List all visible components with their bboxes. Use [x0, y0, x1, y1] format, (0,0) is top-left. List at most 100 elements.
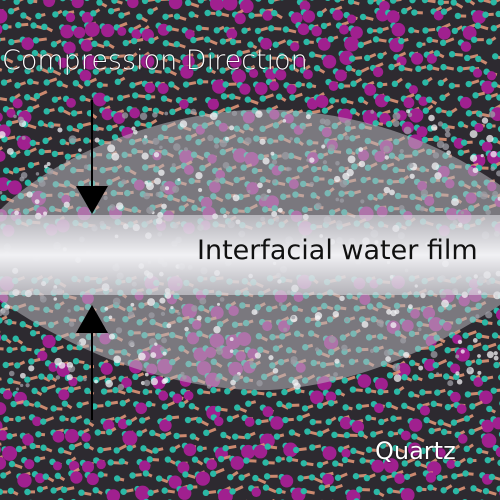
- water-molecule: [191, 305, 198, 312]
- water-molecule: [166, 323, 172, 329]
- oxygen-atom: [419, 447, 427, 455]
- oxygen-atom: [96, 0, 103, 6]
- oxygen-atom: [167, 54, 174, 62]
- oxygen-atom: [129, 82, 136, 89]
- oxygen-atom: [148, 37, 155, 44]
- water-molecule: [319, 118, 326, 125]
- water-molecule: [344, 135, 350, 141]
- water-molecule: [0, 190, 3, 195]
- water-molecule: [431, 162, 440, 170]
- oxygen-atom: [195, 24, 203, 32]
- oxygen-atom: [388, 63, 395, 71]
- oxygen-atom: [482, 344, 489, 351]
- water-molecule: [199, 297, 207, 305]
- oxygen-atom: [155, 475, 163, 482]
- oxygen-atom: [398, 37, 405, 45]
- oxygen-atom: [343, 431, 351, 439]
- silicon-atom: [297, 23, 310, 36]
- oxygen-atom: [15, 445, 23, 453]
- silicon-atom: [290, 42, 300, 52]
- oxygen-atom: [318, 484, 326, 491]
- oxygen-atom: [329, 97, 336, 104]
- oxygen-atom: [392, 444, 399, 452]
- water-molecule: [164, 111, 169, 116]
- oxygen-atom: [37, 120, 45, 127]
- bond: [0, 455, 4, 460]
- water-molecule: [161, 203, 167, 210]
- oxygen-atom: [38, 373, 45, 380]
- silicon-atom: [157, 82, 169, 95]
- oxygen-atom: [222, 81, 229, 88]
- silicon-atom: [159, 419, 172, 432]
- silicon-atom: [183, 443, 197, 457]
- water-molecule: [34, 199, 40, 205]
- water-molecule: [105, 379, 113, 388]
- silicon-atom: [450, 363, 461, 374]
- oxygen-atom: [448, 82, 456, 89]
- oxygen-atom: [191, 456, 199, 463]
- silicon-atom: [253, 444, 268, 459]
- silicon-atom: [177, 486, 192, 500]
- oxygen-atom: [97, 471, 105, 478]
- water-molecule: [314, 312, 323, 320]
- water-molecule: [309, 157, 315, 163]
- water-molecule: [146, 206, 154, 215]
- oxygen-atom: [72, 79, 80, 87]
- water-molecule: [309, 181, 315, 187]
- silicon-atom: [339, 416, 353, 430]
- silicon-atom: [21, 37, 35, 50]
- water-molecule: [383, 186, 391, 194]
- oxygen-atom: [35, 12, 42, 20]
- oxygen-atom: [147, 8, 154, 15]
- silicon-atom: [339, 50, 354, 66]
- oxygen-atom: [457, 149, 465, 156]
- oxygen-atom: [204, 9, 211, 17]
- oxygen-atom: [0, 37, 1, 42]
- water-molecule: [477, 370, 482, 375]
- oxygen-atom: [13, 0, 20, 5]
- oxygen-atom: [401, 460, 408, 467]
- oxygen-atom: [366, 27, 374, 34]
- silicon-atom: [426, 53, 437, 64]
- water-molecule: [207, 134, 214, 142]
- oxygen-atom: [422, 27, 429, 34]
- silicon-atom: [473, 377, 484, 387]
- water-molecule: [195, 171, 203, 180]
- oxygen-atom: [436, 474, 443, 482]
- oxygen-atom: [416, 41, 423, 48]
- water-molecule: [392, 112, 401, 121]
- oxygen-atom: [61, 400, 69, 407]
- oxygen-atom: [116, 68, 124, 75]
- oxygen-atom: [24, 67, 31, 75]
- water-molecule: [21, 135, 26, 140]
- oxygen-atom: [162, 13, 169, 20]
- silicon-atom: [391, 22, 406, 37]
- water-molecule: [28, 365, 35, 372]
- water-molecule: [456, 379, 463, 385]
- oxygen-atom: [32, 37, 40, 44]
- oxygen-atom: [132, 92, 139, 99]
- water-molecule: [256, 380, 263, 387]
- water-molecule: [214, 143, 220, 149]
- silicon-atom: [179, 99, 189, 110]
- quartz-label: Quartz: [375, 437, 456, 465]
- silicon-atom: [481, 433, 497, 448]
- oxygen-atom: [491, 332, 499, 339]
- oxygen-atom: [227, 473, 234, 481]
- oxygen-atom: [240, 388, 248, 396]
- oxygen-atom: [196, 445, 204, 452]
- oxygen-atom: [228, 93, 236, 100]
- water-molecule: [369, 348, 375, 353]
- silicon-atom: [357, 374, 372, 388]
- oxygen-atom: [316, 430, 324, 437]
- oxygen-atom: [491, 81, 498, 88]
- silicon-atom: [81, 432, 91, 443]
- water-molecule: [117, 383, 125, 391]
- water-molecule: [315, 347, 320, 352]
- oxygen-atom: [347, 0, 355, 5]
- water-molecule: [184, 326, 189, 332]
- oxygen-atom: [444, 347, 451, 354]
- oxygen-atom: [92, 486, 99, 494]
- oxygen-atom: [3, 416, 10, 423]
- oxygen-atom: [40, 49, 47, 57]
